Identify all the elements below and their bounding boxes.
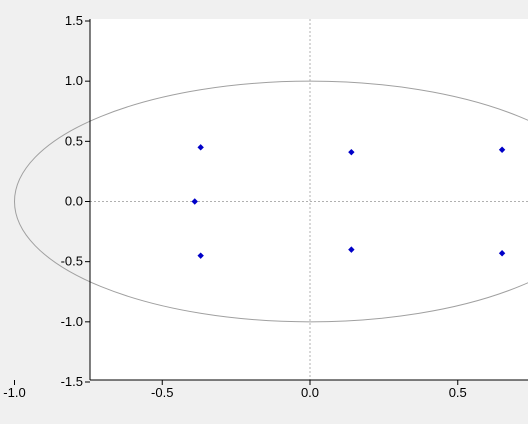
y-axis-ticks: 1.5 1.0 0.5 0.0 -0.5 -1.0 -1.5 [61, 13, 90, 389]
y-tick-label: 0.5 [65, 133, 83, 148]
x-tick-label: -1.0 [3, 385, 25, 400]
y-tick-label: -1.0 [61, 314, 83, 329]
x-tick-label: -0.5 [151, 385, 173, 400]
y-tick-label: 1.5 [65, 13, 83, 28]
x-tick-label: 0.0 [301, 385, 319, 400]
y-tick-label: 0.0 [65, 194, 83, 209]
x-tick-label: 0.5 [449, 385, 467, 400]
y-tick-label: -1.5 [61, 374, 83, 389]
y-tick-label: 1.0 [65, 73, 83, 88]
y-tick-label: -0.5 [61, 254, 83, 269]
plot-area [90, 19, 528, 380]
